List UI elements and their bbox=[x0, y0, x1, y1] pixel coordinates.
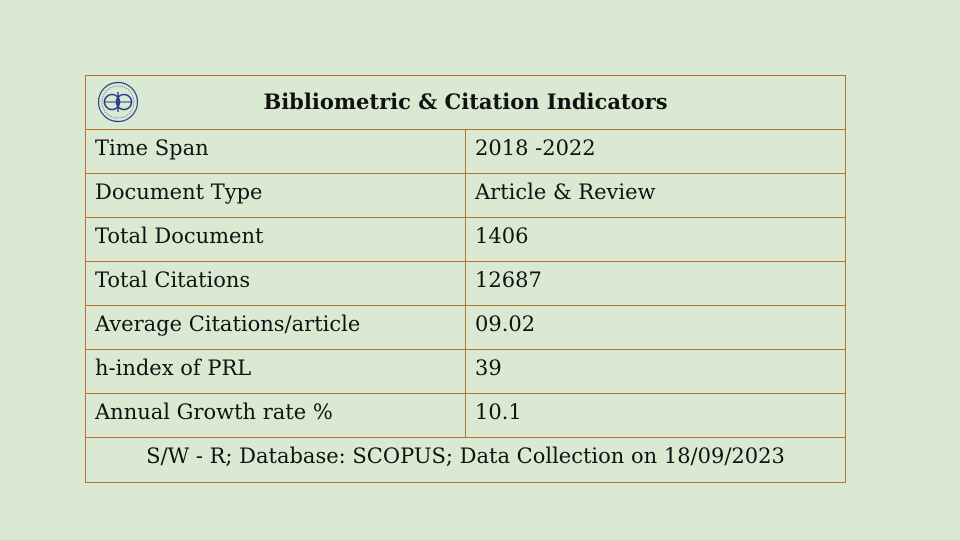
row-label-total-document: Total Document bbox=[85, 217, 466, 262]
prl-emblem-icon bbox=[97, 81, 139, 123]
table-row: Average Citations/article 09.02 bbox=[85, 305, 846, 350]
row-value-total-document: 1406 bbox=[465, 217, 846, 262]
row-value-time-span: 2018 -2022 bbox=[465, 129, 846, 174]
row-label-average-citations: Average Citations/article bbox=[85, 305, 466, 350]
table-title-cell: Bibliometric & Citation Indicators bbox=[85, 75, 846, 130]
row-label-h-index: h-index of PRL bbox=[85, 349, 466, 394]
table-row: Annual Growth rate % 10.1 bbox=[85, 393, 846, 438]
row-label-annual-growth: Annual Growth rate % bbox=[85, 393, 466, 438]
table-title-row: Bibliometric & Citation Indicators bbox=[85, 75, 846, 130]
row-value-average-citations: 09.02 bbox=[465, 305, 846, 350]
row-value-annual-growth: 10.1 bbox=[465, 393, 846, 438]
row-label-time-span: Time Span bbox=[85, 129, 466, 174]
row-value-document-type: Article & Review bbox=[465, 173, 846, 218]
row-label-document-type: Document Type bbox=[85, 173, 466, 218]
table-row: Total Citations 12687 bbox=[85, 261, 846, 306]
table-row: Document Type Article & Review bbox=[85, 173, 846, 218]
table-row: h-index of PRL 39 bbox=[85, 349, 846, 394]
row-value-total-citations: 12687 bbox=[465, 261, 846, 306]
table-title: Bibliometric & Citation Indicators bbox=[263, 89, 668, 115]
row-label-total-citations: Total Citations bbox=[85, 261, 466, 306]
row-value-h-index: 39 bbox=[465, 349, 846, 394]
table-footer-row: S/W - R; Database: SCOPUS; Data Collecti… bbox=[85, 437, 846, 483]
table-row: Time Span 2018 -2022 bbox=[85, 129, 846, 174]
table-row: Total Document 1406 bbox=[85, 217, 846, 262]
bibliometric-indicators-table: Bibliometric & Citation Indicators Time … bbox=[85, 75, 846, 483]
table-footer: S/W - R; Database: SCOPUS; Data Collecti… bbox=[85, 437, 846, 483]
